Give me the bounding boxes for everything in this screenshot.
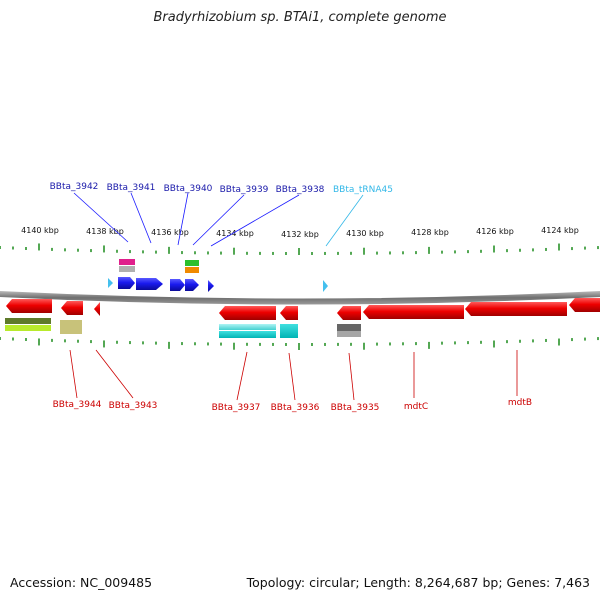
top-ruler-labels: 4140 kbp 4138 kbp 4136 kbp 4134 kbp 4132… xyxy=(21,226,579,239)
genome-backbone xyxy=(0,291,600,305)
gene-label-mdtb[interactable]: mdtB xyxy=(508,398,532,408)
forward-strand-features xyxy=(108,259,328,292)
top-feature-labels: BBta_3942 BBta_3941 BBta_3940 BBta_3939 … xyxy=(50,182,393,247)
ruler-label: 4130 kbp xyxy=(346,229,384,238)
ruler-label: 4128 kbp xyxy=(411,228,449,237)
bottom-feature-labels: BBta_3944 BBta_3943 BBta_3937 BBta_3936 … xyxy=(53,349,532,413)
gene-label-bbta-3935[interactable]: BBta_3935 xyxy=(331,403,380,413)
gene-label-bbta-3939[interactable]: BBta_3939 xyxy=(220,185,269,195)
gene-arrow-bbta-3938[interactable] xyxy=(208,280,214,292)
trna-feature[interactable] xyxy=(108,278,113,288)
bottom-tick-track xyxy=(0,337,599,350)
gene-arrow-mdtc[interactable] xyxy=(363,305,464,319)
cog-bar xyxy=(60,320,82,334)
gene-arrow-bbta-3939[interactable] xyxy=(185,279,199,291)
cog-bar xyxy=(219,324,276,330)
gene-arrow-bbta-3941[interactable] xyxy=(136,278,163,290)
gene-arrow-mdtb[interactable] xyxy=(465,302,567,316)
cog-bar xyxy=(5,325,51,331)
gene-label-bbta-3941[interactable]: BBta_3941 xyxy=(107,183,156,193)
gene-arrow-bbta-3940[interactable] xyxy=(170,279,185,291)
gene-label-bbta-trna45[interactable]: BBta_tRNA45 xyxy=(333,185,393,195)
cog-bar xyxy=(219,331,276,338)
cog-bar xyxy=(337,324,361,331)
cog-bar xyxy=(119,266,135,272)
reverse-strand-features xyxy=(5,298,600,338)
gene-label-bbta-3940[interactable]: BBta_3940 xyxy=(164,184,213,194)
gene-label-bbta-3943[interactable]: BBta_3943 xyxy=(109,401,158,411)
gene-label-bbta-3936[interactable]: BBta_3936 xyxy=(271,403,320,413)
gene-label-bbta-3944[interactable]: BBta_3944 xyxy=(53,400,102,410)
gene-label-mdtc[interactable]: mdtC xyxy=(404,402,428,412)
cog-bar xyxy=(119,259,135,265)
gene-arrow-bbta-3937[interactable] xyxy=(219,306,276,320)
gene-arrow-bbta-3944[interactable] xyxy=(61,301,83,315)
cog-bar xyxy=(185,267,199,273)
genome-title: Bradyrhizobium sp. BTAi1, complete genom… xyxy=(153,10,447,25)
accession-text: Accession: NC_009485 xyxy=(10,575,153,590)
ruler-label: 4134 kbp xyxy=(216,229,254,238)
gene-arrow-bbta-3943[interactable] xyxy=(94,302,100,316)
gene-arrow-next[interactable] xyxy=(569,298,600,312)
cog-bar xyxy=(280,324,298,338)
ruler-label: 4126 kbp xyxy=(476,227,514,236)
gene-arrow-bbta-3936[interactable] xyxy=(280,306,298,320)
cog-bar xyxy=(185,260,199,266)
top-tick-track xyxy=(0,243,599,255)
genome-stats-text: Topology: circular; Length: 8,264,687 bp… xyxy=(246,575,590,590)
ruler-label: 4138 kbp xyxy=(86,227,124,236)
gene-arrow-bbta-3942[interactable] xyxy=(118,277,135,289)
gene-arrow-bbta-3944-left[interactable] xyxy=(6,299,52,313)
gene-label-bbta-3942[interactable]: BBta_3942 xyxy=(50,182,99,192)
ruler-label: 4124 kbp xyxy=(541,226,579,235)
cog-bar xyxy=(337,331,361,337)
trna-feature-bbta-trna45[interactable] xyxy=(323,280,328,292)
ruler-label: 4136 kbp xyxy=(151,228,189,237)
ruler-label: 4140 kbp xyxy=(21,226,59,235)
gene-label-bbta-3937[interactable]: BBta_3937 xyxy=(212,403,261,413)
gene-label-bbta-3938[interactable]: BBta_3938 xyxy=(276,185,325,195)
ruler-label: 4132 kbp xyxy=(281,230,319,239)
cog-bar xyxy=(5,318,51,324)
gene-arrow-bbta-3935[interactable] xyxy=(337,306,361,320)
